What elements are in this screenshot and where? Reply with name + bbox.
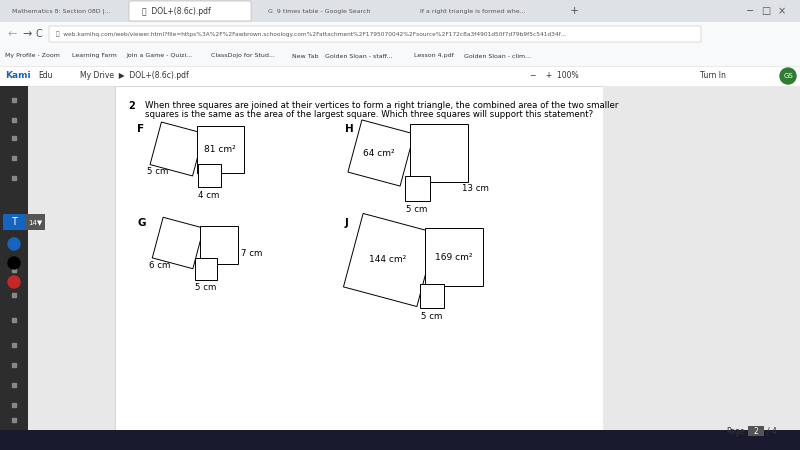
Text: J: J (345, 218, 349, 228)
Bar (25, 214, 45, 230)
Text: Golden Sloan - clim...: Golden Sloan - clim... (463, 54, 530, 58)
Text: 5 cm: 5 cm (147, 167, 169, 176)
Text: −    +  100%: − + 100% (530, 72, 578, 81)
Text: 5 cm: 5 cm (406, 205, 428, 214)
Text: Mathematics 8: Section 08D |...: Mathematics 8: Section 08D |... (12, 8, 110, 14)
Bar (198, 164, 221, 187)
Bar (420, 284, 444, 308)
Text: 144 cm²: 144 cm² (370, 256, 406, 265)
Bar (200, 226, 238, 264)
Bar (0, 86, 800, 450)
Text: Lesson 4.pdf: Lesson 4.pdf (414, 54, 454, 58)
Text: 5 cm: 5 cm (195, 283, 217, 292)
Text: Turn In: Turn In (700, 72, 726, 81)
Bar (603, 86, 800, 431)
Bar (115, 86, 603, 431)
Bar (195, 258, 217, 280)
Bar (197, 126, 244, 173)
Text: New Tab: New Tab (293, 54, 319, 58)
Text: squares is the same as the area of the largest square. Which three squares will : squares is the same as the area of the l… (145, 110, 593, 119)
Text: □: □ (762, 6, 770, 16)
Text: G: G (137, 218, 146, 228)
Text: 14▼: 14▼ (28, 219, 42, 225)
Text: ×: × (778, 6, 786, 16)
Text: My Profile - Zoom: My Profile - Zoom (5, 54, 60, 58)
Bar (0, 0, 800, 22)
Polygon shape (343, 213, 437, 306)
Circle shape (8, 238, 20, 250)
Polygon shape (348, 120, 414, 186)
Bar (0, 86, 28, 450)
Text: 81 cm²: 81 cm² (204, 145, 236, 154)
Bar (0, 430, 800, 450)
Bar (425, 228, 483, 286)
Text: Ⓚ  DOL+(8.6c).pdf: Ⓚ DOL+(8.6c).pdf (142, 6, 210, 15)
Text: G  9 times table - Google Search: G 9 times table - Google Search (268, 9, 370, 13)
Text: −: − (746, 6, 754, 16)
Text: Kami: Kami (5, 72, 30, 81)
Circle shape (780, 68, 796, 84)
Bar (0, 22, 800, 46)
Polygon shape (152, 217, 204, 269)
Text: ←: ← (8, 29, 18, 39)
Text: 169 cm²: 169 cm² (435, 252, 473, 261)
FancyBboxPatch shape (49, 26, 701, 42)
Text: 13 cm: 13 cm (462, 184, 489, 193)
Text: 5 cm: 5 cm (422, 312, 442, 321)
Text: 64 cm²: 64 cm² (363, 148, 395, 157)
Text: +: + (570, 6, 579, 16)
Text: Page: Page (726, 427, 745, 436)
Text: Join a Game - Quizi...: Join a Game - Quizi... (126, 54, 192, 58)
Text: 6 cm: 6 cm (150, 261, 170, 270)
FancyBboxPatch shape (129, 1, 251, 21)
Bar (405, 176, 430, 201)
Text: My Drive  ▶  DOL+(8.6c).pdf: My Drive ▶ DOL+(8.6c).pdf (80, 72, 189, 81)
Text: F: F (137, 124, 144, 134)
Text: / 4: / 4 (767, 427, 777, 436)
Polygon shape (150, 122, 204, 176)
Circle shape (8, 257, 20, 269)
Bar (410, 124, 468, 182)
Circle shape (8, 276, 20, 288)
Text: H: H (345, 124, 354, 134)
Bar (0, 46, 800, 66)
Bar (3, 214, 25, 230)
Text: If a right triangle is formed whe...: If a right triangle is formed whe... (420, 9, 526, 13)
Text: Learning Farm: Learning Farm (73, 54, 118, 58)
Text: ClassDojo for Stud...: ClassDojo for Stud... (211, 54, 275, 58)
Text: 4 cm: 4 cm (198, 191, 220, 200)
Text: T: T (11, 217, 17, 227)
Text: C: C (36, 29, 42, 39)
Text: Golden Sloan - staff...: Golden Sloan - staff... (325, 54, 392, 58)
Text: Edu: Edu (38, 72, 53, 81)
Text: 2: 2 (128, 101, 134, 111)
Text: 🔒  web.kamihq.com/web/viewer.html?file=https%3A%2F%2Fawbrown.schoology.com%2Fatt: 🔒 web.kamihq.com/web/viewer.html?file=ht… (56, 31, 566, 37)
Text: →: → (22, 29, 31, 39)
Text: 2: 2 (754, 427, 758, 436)
Text: When three squares are joined at their vertices to form a right triangle, the co: When three squares are joined at their v… (145, 101, 618, 110)
Bar (0, 66, 800, 86)
Text: GS: GS (783, 73, 793, 79)
Text: 7 cm: 7 cm (241, 248, 262, 257)
Bar (748, 426, 764, 436)
